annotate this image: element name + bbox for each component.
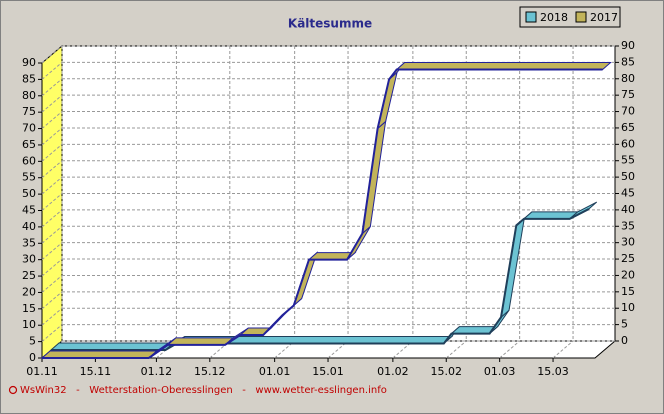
y-tick-label: 75 (22, 105, 36, 118)
grid-line (41, 291, 63, 310)
x-tick-label: 01.02 (377, 365, 409, 378)
y2-tick-label: 80 (621, 72, 635, 85)
x-tick-label: 15.11 (80, 365, 112, 378)
grid-line (41, 225, 63, 244)
y-tick-label: 20 (22, 285, 36, 298)
legend-swatch (575, 11, 587, 23)
y-tick-label: 30 (22, 253, 36, 266)
x-tick-label: 01.01 (259, 365, 291, 378)
grid-line (41, 324, 63, 342)
grid-line (41, 94, 63, 113)
grid-line (445, 340, 467, 359)
y-tick-label: 55 (22, 171, 36, 184)
y-tick-label: 25 (22, 269, 36, 282)
y-tick-label: 10 (22, 318, 36, 331)
grid-line (499, 340, 520, 359)
grid-line (41, 193, 63, 211)
y-tick-label: 90 (22, 56, 36, 69)
x-tick-label: 15.12 (194, 365, 226, 378)
legend-label: 2017 (590, 11, 618, 24)
ribbon-segment (395, 62, 612, 71)
y2-tick-label: 35 (621, 219, 635, 232)
grid-line (41, 78, 63, 97)
legend-box (519, 6, 621, 28)
grid-line (41, 62, 63, 80)
x-tick-label: 15.02 (431, 365, 463, 378)
y-tick-label: 60 (22, 154, 36, 167)
x-tick-label: 01.03 (484, 365, 516, 378)
y2-tick-label: 90 (621, 39, 635, 52)
y2-tick-label: 25 (621, 252, 635, 265)
y-tick-label: 80 (22, 89, 36, 102)
legend-label: 2018 (540, 11, 568, 24)
series-line (42, 68, 603, 359)
grid-line (41, 176, 63, 195)
y2-tick-label: 20 (621, 268, 635, 281)
y2-tick-label: 15 (621, 285, 635, 298)
grid-line (41, 242, 63, 261)
x-tick-label: 15.01 (312, 365, 344, 378)
y2-tick-label: 5 (621, 318, 628, 331)
chart-title: Kältesumme (288, 17, 372, 31)
y-tick-label: 45 (22, 204, 36, 217)
grid-line (41, 143, 63, 162)
y-tick-label: 65 (22, 138, 36, 151)
grid-line (41, 160, 63, 179)
grid-line (41, 307, 63, 326)
y2-tick-label: 70 (621, 105, 635, 118)
y-tick-label: 0 (29, 351, 36, 364)
plot-area: 0055101015152020252530303535404045455050… (22, 39, 635, 378)
x-tick-label: 01.12 (141, 365, 173, 378)
y2-tick-label: 45 (621, 187, 635, 200)
y-tick-label: 85 (22, 72, 36, 85)
ribbon-segment (40, 350, 159, 359)
logo-icon (8, 385, 18, 395)
y-tick-label: 40 (22, 220, 36, 233)
x-tick-label: 01.11 (26, 365, 58, 378)
y-tick-label: 15 (22, 302, 36, 315)
legend-swatch (525, 11, 537, 23)
grid-line (41, 45, 63, 64)
y2-tick-label: 40 (621, 203, 635, 216)
y2-tick-label: 55 (621, 154, 635, 167)
grid-line (41, 258, 63, 277)
y-tick-label: 35 (22, 236, 36, 249)
y2-tick-label: 65 (621, 121, 635, 134)
ribbon-segment (49, 342, 175, 351)
y-tick-label: 50 (22, 187, 36, 200)
grid-line (552, 340, 574, 359)
y2-tick-label: 85 (621, 55, 635, 68)
grid-line (41, 127, 63, 146)
grid-line (41, 209, 63, 228)
grid-line (41, 111, 63, 129)
y-tick-label: 70 (22, 122, 36, 135)
y2-tick-label: 30 (621, 236, 635, 249)
source-note: WsWin32 - Wetterstation-Oberesslingen - … (20, 385, 387, 396)
x-tick-label: 15.03 (537, 365, 569, 378)
y2-tick-label: 60 (621, 137, 635, 150)
y2-tick-label: 10 (621, 301, 635, 314)
grid-line (41, 275, 63, 293)
y2-tick-label: 75 (621, 88, 635, 101)
y2-tick-label: 0 (621, 334, 628, 347)
y-tick-label: 5 (29, 335, 36, 348)
ribbon-segment (166, 337, 235, 346)
legend: 2018 2017 (519, 6, 621, 28)
y2-tick-label: 50 (621, 170, 635, 183)
